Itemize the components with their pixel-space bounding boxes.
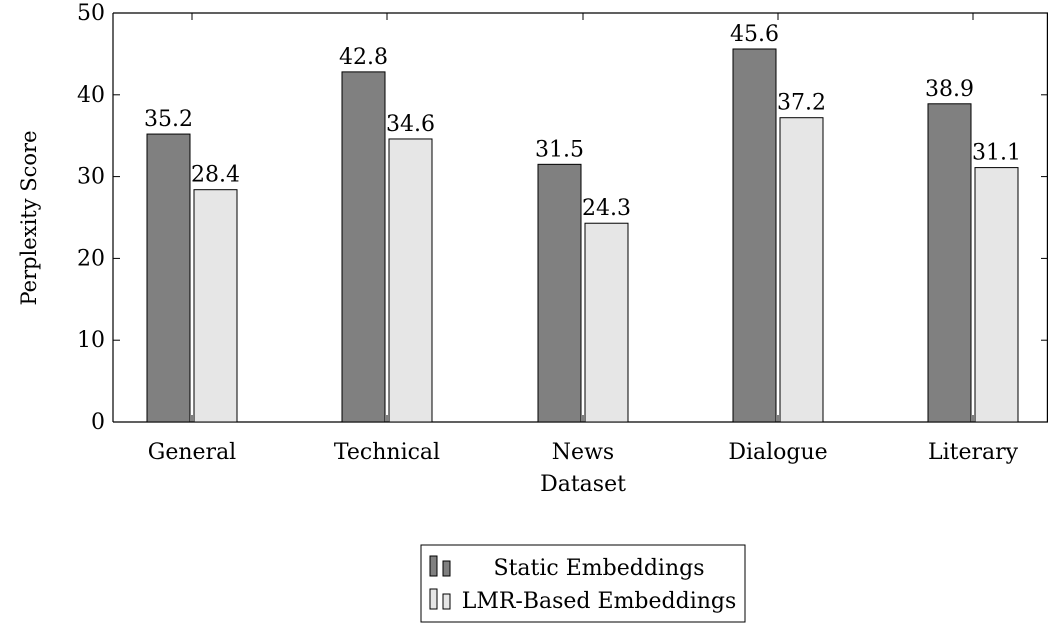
bar-value-label: 31.5 (535, 137, 584, 162)
bar-value-label: 42.8 (339, 45, 388, 70)
bar-value-label: 31.1 (972, 141, 1021, 166)
x-tick-label: Dialogue (728, 440, 827, 465)
bar-lmr (388, 138, 433, 423)
bar-lmr (193, 189, 238, 423)
bar-static (732, 48, 777, 423)
bar-static (927, 103, 972, 423)
y-tick-label: 10 (77, 328, 105, 353)
x-tick-label: News (552, 440, 614, 465)
legend-swatch (442, 593, 451, 610)
x-tick-label: Technical (334, 440, 440, 465)
x-axis-title: Dataset (540, 472, 626, 497)
bar-static (537, 163, 582, 423)
x-tick-label: General (148, 440, 236, 465)
bar-static (341, 71, 386, 423)
plot-area: 0 10 20 30 40 50 General Technical News Dialogue L… (77, 1, 1048, 465)
bar-value-label: 35.2 (144, 107, 193, 132)
legend-swatch (442, 560, 451, 577)
y-tick-label: 50 (77, 1, 105, 26)
y-tick-label: 40 (77, 83, 105, 108)
y-axis-title: Perplexity Score (17, 130, 41, 305)
bar-value-label: 24.3 (582, 196, 631, 221)
legend-swatch (429, 588, 438, 610)
legend-swatch (429, 555, 438, 577)
bar-lmr (584, 222, 629, 423)
legend-label: Static Embeddings (494, 556, 705, 581)
legend-box (420, 544, 746, 623)
y-tick-label: 0 (91, 410, 105, 435)
x-tick-label: Literary (928, 440, 1019, 465)
legend-label: LMR-Based Embeddings (462, 589, 737, 614)
bar-lmr (974, 167, 1019, 423)
bar-value-label: 45.6 (730, 22, 779, 47)
bar-static (146, 133, 191, 423)
bar-lmr (779, 117, 824, 423)
bar-value-label: 28.4 (191, 163, 240, 188)
legend: Static Embeddings LMR-Based Embeddings (420, 544, 746, 623)
y-tick-label: 30 (77, 165, 105, 190)
bar-value-label: 37.2 (777, 91, 826, 116)
y-tick-label: 20 (77, 246, 105, 271)
bar-value-label: 38.9 (925, 77, 974, 102)
bar-value-label: 34.6 (386, 112, 435, 137)
